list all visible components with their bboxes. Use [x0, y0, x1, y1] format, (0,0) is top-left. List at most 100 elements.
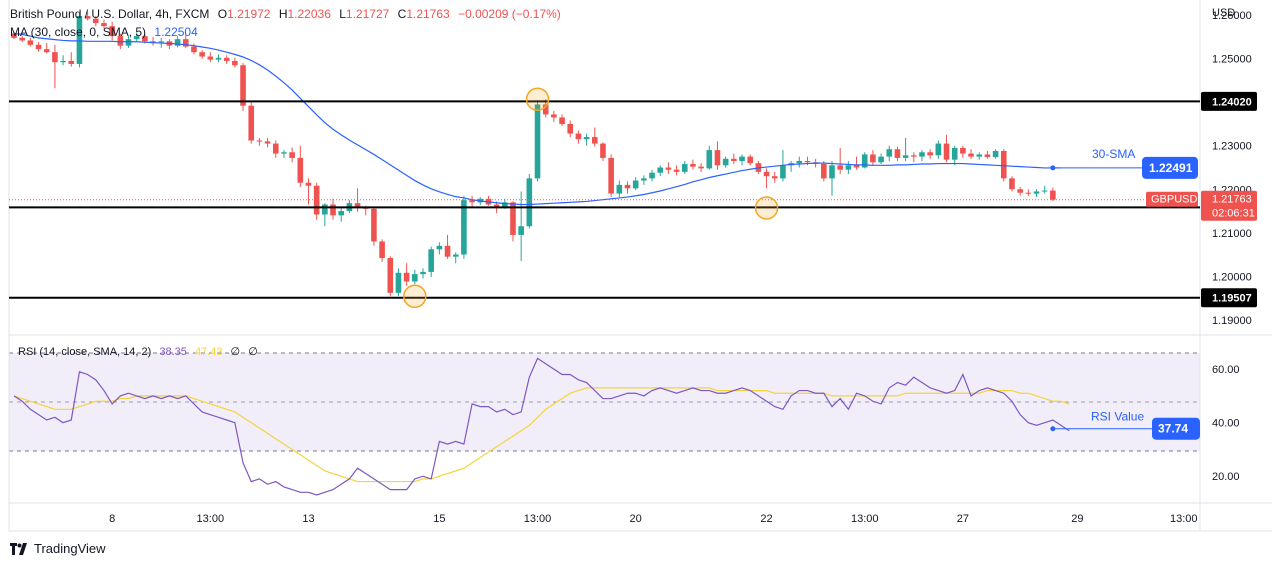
candle — [1041, 185, 1048, 194]
ohlc-high: H1.22036 — [278, 7, 331, 21]
candle — [248, 102, 255, 144]
candle — [600, 142, 606, 161]
candle-body — [272, 143, 279, 154]
price-axis-unit: USD — [1212, 7, 1235, 19]
ma-line — [13, 32, 1062, 206]
candle-body — [821, 164, 827, 179]
candle — [174, 36, 181, 48]
rsi-legend[interactable]: RSI (14, close, SMA, 14, 2) 38.35 47.43 … — [18, 345, 263, 358]
candle-body — [641, 178, 647, 181]
candle-body — [264, 141, 271, 144]
rsi-annotation: RSI Value — [1091, 410, 1144, 424]
candle — [690, 159, 696, 170]
candle-body — [632, 180, 639, 189]
candle — [763, 168, 770, 189]
candle — [1033, 189, 1040, 198]
rsi-axis-ticks[interactable]: 60.00 40.00 20.00 — [1212, 364, 1240, 483]
candle — [76, 13, 83, 68]
candle — [436, 242, 443, 255]
ma-legend[interactable]: MA (30, close, 0, SMA, 5) 1.22504 — [10, 25, 203, 39]
price-axis-ticks[interactable]: 1.260001.250001.240001.230001.220001.210… — [1212, 10, 1252, 327]
candle-body — [420, 271, 426, 275]
candle-body — [927, 152, 933, 156]
candle-body — [1025, 192, 1032, 194]
level-badge-value: 1.19507 — [1212, 293, 1252, 305]
candle-body — [976, 154, 983, 157]
candle — [68, 52, 75, 67]
rsi-axis-tick: 20.00 — [1212, 471, 1240, 483]
candle-body — [84, 16, 91, 19]
ma-legend-value: 1.22504 — [154, 25, 198, 39]
candle — [101, 19, 107, 29]
candle-body — [1009, 178, 1015, 190]
candle — [747, 154, 753, 166]
candle — [232, 57, 238, 68]
candle — [551, 110, 557, 122]
candle-body — [76, 16, 83, 64]
candle-body — [207, 56, 214, 60]
rsi-sma-legend-value: 47.43 — [194, 346, 223, 358]
candle-body — [502, 202, 508, 207]
candle-body — [60, 60, 66, 63]
rsi-axis-tick: 40.00 — [1212, 418, 1240, 430]
candle-body — [191, 46, 197, 53]
candle-body — [412, 274, 418, 282]
price-badge-value: 1.21763 — [1212, 194, 1252, 206]
symbol-legend[interactable]: British Pound / U.S. Dollar, 4h, FXCM O1… — [10, 7, 566, 21]
candle-body — [771, 176, 778, 179]
candle — [943, 134, 950, 163]
candle — [35, 42, 42, 52]
rsi-axis-tick: 60.00 — [1212, 364, 1240, 376]
time-axis-label: 13:00 — [524, 513, 552, 525]
candle — [665, 162, 672, 175]
time-axis[interactable]: 8 13:00 13 15 13:00 20 22 13:00 27 29 13:00 — [109, 513, 1197, 525]
candle — [853, 156, 860, 170]
candle-body — [878, 156, 884, 163]
candle-body — [559, 117, 565, 124]
candle-body — [608, 157, 614, 194]
time-axis-label: 13:00 — [1170, 513, 1198, 525]
candle-body — [600, 143, 606, 158]
candle-body — [518, 226, 524, 235]
candle — [240, 63, 246, 111]
candle — [567, 120, 574, 138]
candle — [673, 165, 680, 176]
candle — [984, 150, 991, 159]
candle — [485, 195, 492, 206]
candle-body — [706, 150, 713, 169]
candle-body — [289, 152, 295, 158]
candle — [649, 169, 655, 182]
candle — [387, 256, 394, 297]
candle — [608, 154, 614, 198]
candle — [575, 130, 582, 144]
candle — [469, 195, 475, 208]
marker-circle-high — [525, 87, 550, 111]
candle-body — [951, 147, 958, 160]
tradingview-logo[interactable]: TradingView — [10, 541, 106, 556]
time-axis-label: 8 — [109, 513, 115, 525]
ma-legend-label[interactable]: MA (30, close, 0, SMA, 5) — [10, 25, 147, 39]
rsi-legend-label[interactable]: RSI (14, close, SMA, 14, 2) — [18, 346, 152, 358]
candle-body — [43, 49, 50, 53]
candle — [1050, 187, 1056, 201]
candle-body — [886, 149, 893, 157]
candle-body — [338, 211, 344, 216]
candle-body — [763, 171, 770, 177]
candle-body — [894, 149, 901, 158]
time-axis-label: 27 — [957, 513, 969, 525]
candle — [403, 263, 410, 286]
candle-body — [591, 137, 598, 144]
candle — [559, 114, 565, 127]
candle — [935, 140, 942, 159]
candle-body — [322, 204, 328, 215]
candle-body — [256, 140, 263, 142]
candle — [223, 55, 230, 64]
candle-body — [158, 41, 165, 43]
candle — [52, 44, 58, 89]
symbol-title[interactable]: British Pound / U.S. Dollar, 4h, FXCM — [10, 7, 210, 21]
rsi-callout-dot — [1050, 426, 1056, 432]
candle — [338, 206, 344, 222]
level-badge-lower-support: 1.19507 — [1201, 288, 1257, 308]
candle-body — [673, 169, 680, 172]
